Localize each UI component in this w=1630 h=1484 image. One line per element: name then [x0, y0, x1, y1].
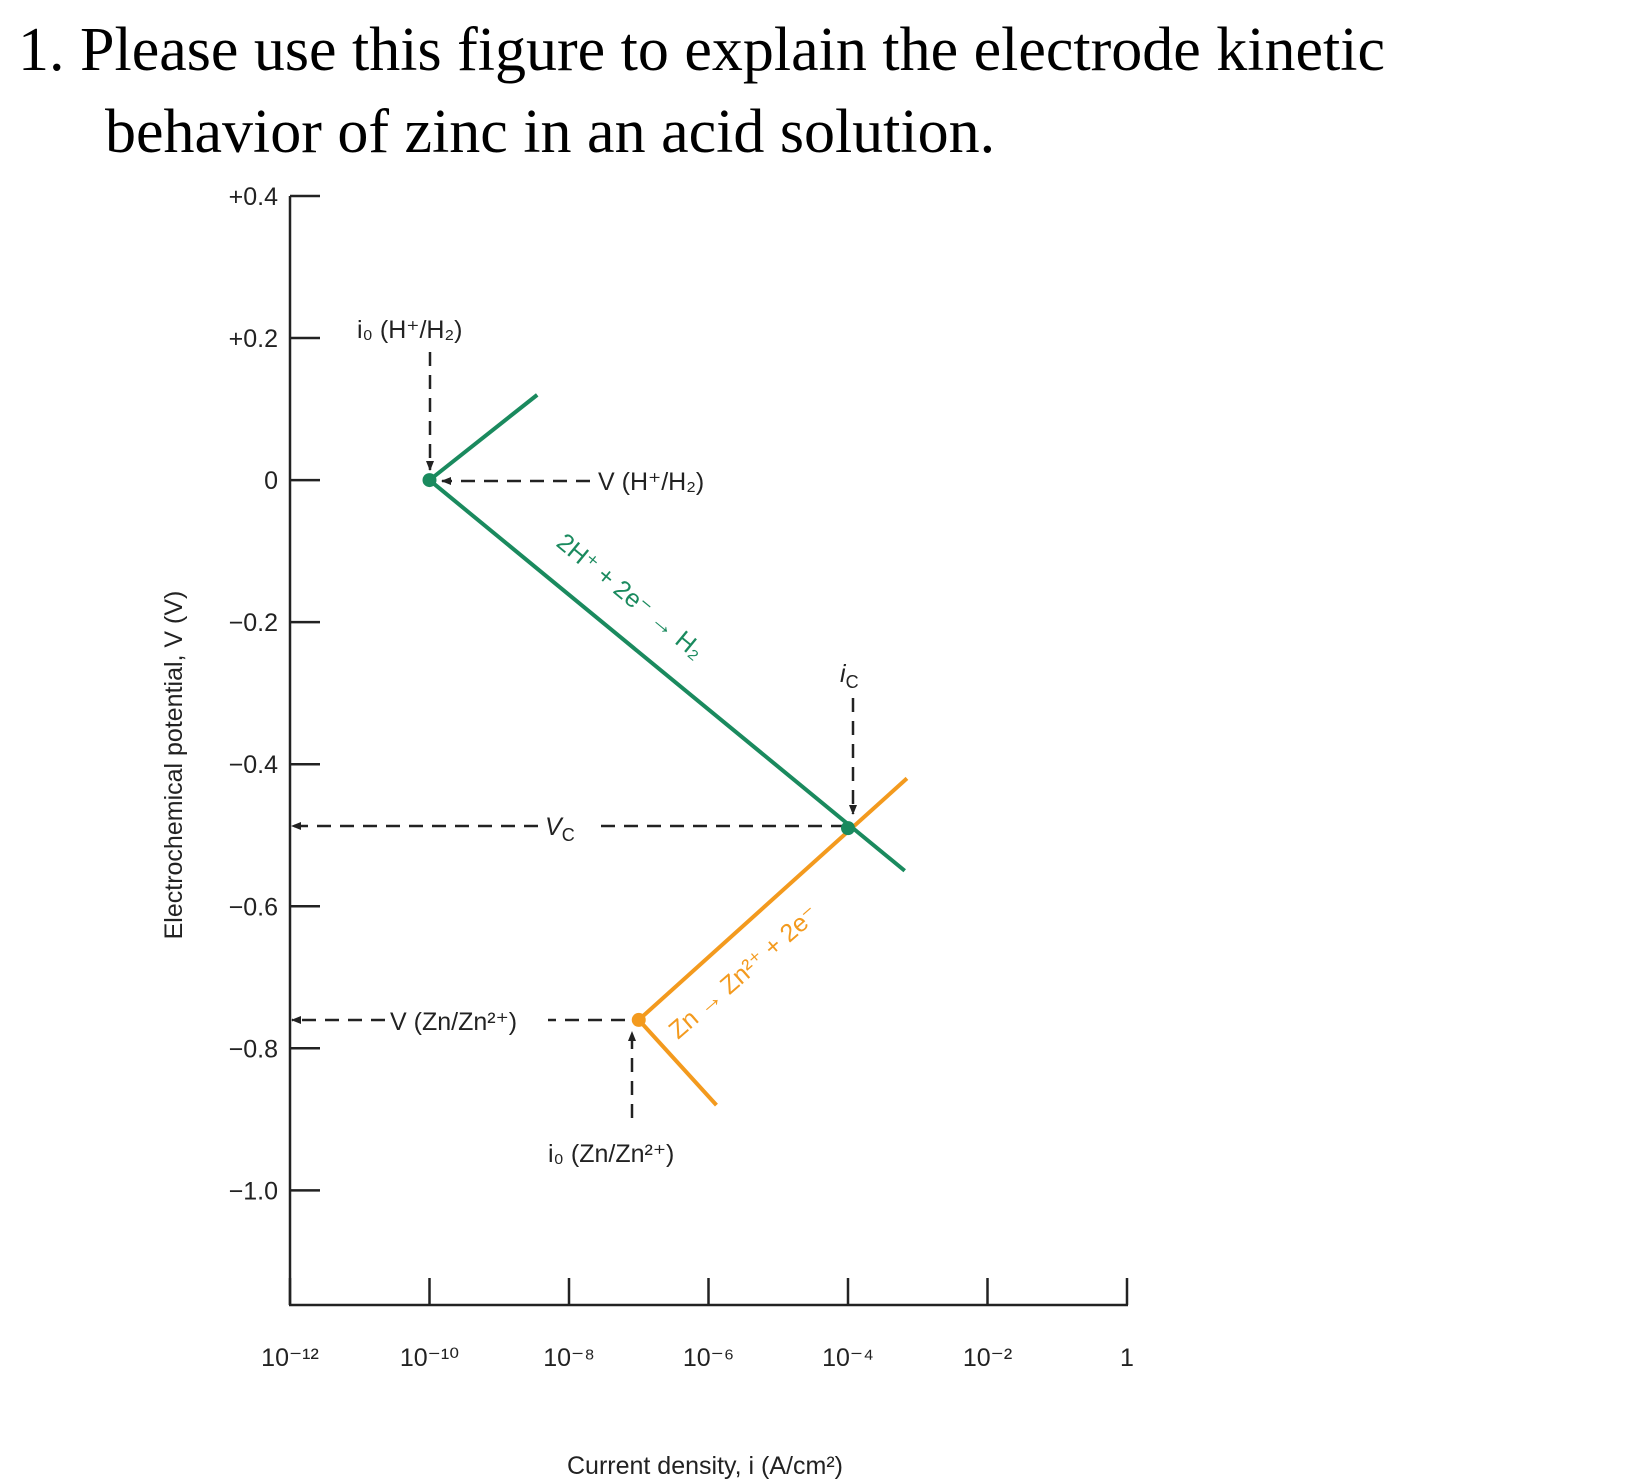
y-axis-label: Electrochemical potential, V (V) [160, 591, 188, 940]
x-tick-label: 10⁻¹² [261, 1344, 319, 1372]
y-tick-label: −0.6 [229, 893, 278, 921]
x-tick-label: 10⁻⁶ [683, 1344, 734, 1372]
annotation: iC [840, 660, 859, 692]
marker [631, 1012, 646, 1027]
x-tick-label: 10⁻¹⁰ [400, 1344, 459, 1372]
x-axis-label: Current density, i (A/cm²) [567, 1452, 843, 1480]
annotation: V [545, 813, 564, 841]
x-tick-label: 10⁻⁸ [543, 1344, 595, 1372]
annotation: C [846, 672, 859, 692]
y-tick-label: +0.2 [229, 325, 278, 353]
y-tick-label: −0.4 [229, 751, 278, 779]
annotation: i [840, 660, 847, 688]
question-line: behavior of zinc in an acid solution. [105, 98, 995, 166]
y-tick-label: −0.2 [229, 609, 278, 637]
marker [422, 473, 437, 488]
y-tick-label: −0.8 [229, 1035, 278, 1063]
y-tick-label: +0.4 [229, 183, 278, 211]
question-number: 1. [18, 16, 65, 84]
x-tick-label: 1 [1120, 1344, 1134, 1372]
annotation: V (Zn/Zn²⁺) [390, 1008, 517, 1036]
annotation: C [562, 825, 575, 845]
x-tick-label: 10⁻² [963, 1344, 1012, 1372]
x-tick-label: 10⁻⁴ [822, 1344, 874, 1372]
question-line: Please use this figure to explain the el… [80, 16, 1385, 84]
marker [841, 821, 855, 836]
annotation: i₀ (Zn/Zn²⁺) [548, 1140, 674, 1168]
annotation: VC [545, 813, 575, 845]
y-tick-label: −1.0 [229, 1177, 278, 1205]
annotation: i₀ (H⁺/H₂) [357, 316, 462, 344]
reaction-label: Zn → Zn²⁺ + 2e⁻ [664, 900, 824, 1045]
y-tick-label: 0 [264, 467, 278, 495]
annotation: V (H⁺/H₂) [598, 468, 704, 496]
